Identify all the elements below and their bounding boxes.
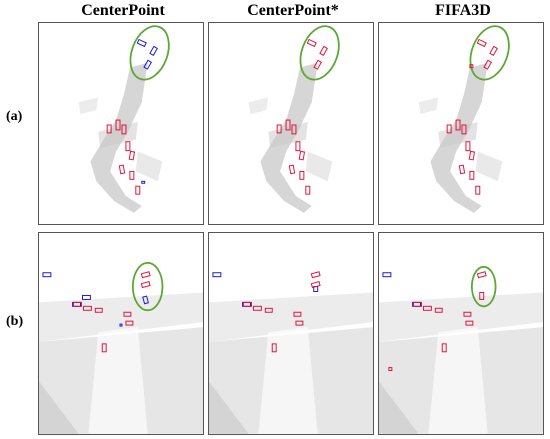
- scene-b-fifa3d: [379, 265, 543, 434]
- prediction-boxes: [446, 38, 498, 195]
- lidar-point-cloud: [379, 292, 543, 434]
- scene-a-centerpoint-star: [248, 25, 340, 213]
- lidar-point-cloud: [78, 62, 163, 213]
- panel-b-fifa3d: [378, 232, 544, 435]
- highlight-ellipse: [131, 261, 164, 312]
- panel-b-centerpoint-star: [208, 232, 374, 435]
- column-title-centerpoint: CenterPoint: [81, 2, 165, 19]
- row-label-a: (a): [6, 109, 23, 124]
- highlight-ellipse: [470, 265, 497, 308]
- lidar-point-cloud: [248, 62, 333, 213]
- row-label-b: (b): [6, 314, 24, 329]
- lidar-point-cloud: [418, 62, 503, 213]
- panel-b-centerpoint: [38, 232, 204, 435]
- scene-a-fifa3d: [418, 25, 510, 213]
- lidar-point-cloud: [209, 292, 373, 434]
- column-title-centerpoint-star: CenterPoint*: [247, 2, 339, 19]
- scene-b-centerpoint: [39, 261, 203, 434]
- prediction-boxes: [106, 119, 141, 195]
- highlight-ellipse: [299, 25, 340, 81]
- prediction-boxes: [73, 271, 151, 353]
- column-title-fifa3d: FIFA3D: [435, 2, 491, 19]
- prediction-boxes: [243, 271, 321, 353]
- prediction-boxes: [276, 38, 328, 195]
- scene-b-centerpoint-star: [209, 271, 373, 434]
- scene-a-centerpoint: [78, 25, 170, 213]
- ground-truth-boxes: [136, 38, 158, 184]
- highlight-ellipse: [469, 25, 510, 81]
- panel-a-centerpoint-star: [208, 22, 374, 225]
- lidar-point-cloud: [39, 292, 203, 434]
- panel-a-fifa3d: [378, 22, 544, 225]
- highlight-ellipse: [129, 25, 170, 81]
- panel-a-centerpoint: [38, 22, 204, 225]
- prediction-boxes: [388, 271, 487, 372]
